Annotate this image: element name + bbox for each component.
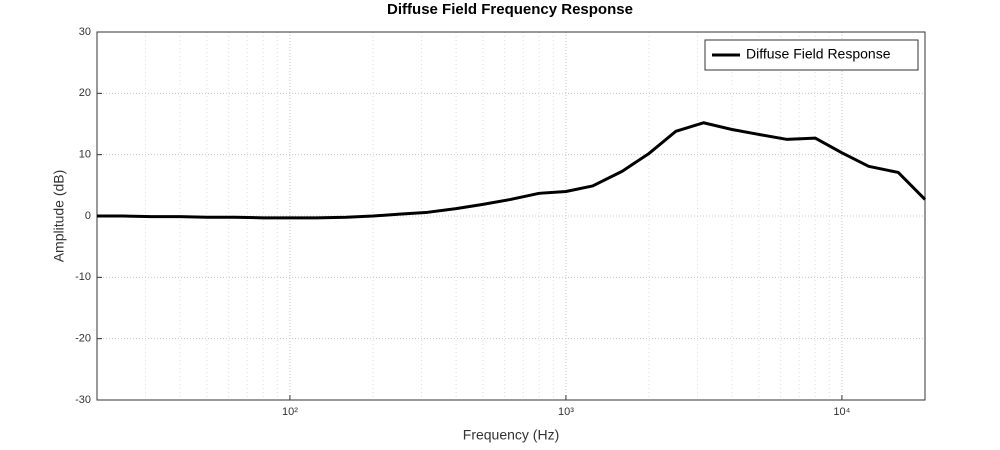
y-tick-label: 20: [79, 87, 91, 99]
y-tick-label: 10: [79, 149, 91, 161]
y-axis-label: Amplitude (dB): [51, 170, 67, 263]
y-tick-label: 30: [79, 26, 91, 38]
x-tick-label: 10⁴: [833, 406, 850, 418]
y-tick-label: -20: [75, 333, 91, 345]
x-tick-label: 10³: [558, 406, 574, 418]
legend-label: Diffuse Field Response: [746, 46, 891, 62]
x-axis-label: Frequency (Hz): [463, 427, 559, 443]
y-tick-label: -10: [75, 271, 91, 283]
y-tick-label: -30: [75, 394, 91, 406]
data-line: [97, 121, 927, 220]
y-tick-label: 0: [85, 210, 91, 222]
chart-title: Diffuse Field Frequency Response: [387, 1, 633, 18]
legend-box: [704, 39, 919, 71]
x-tick-label: 10²: [282, 406, 298, 418]
